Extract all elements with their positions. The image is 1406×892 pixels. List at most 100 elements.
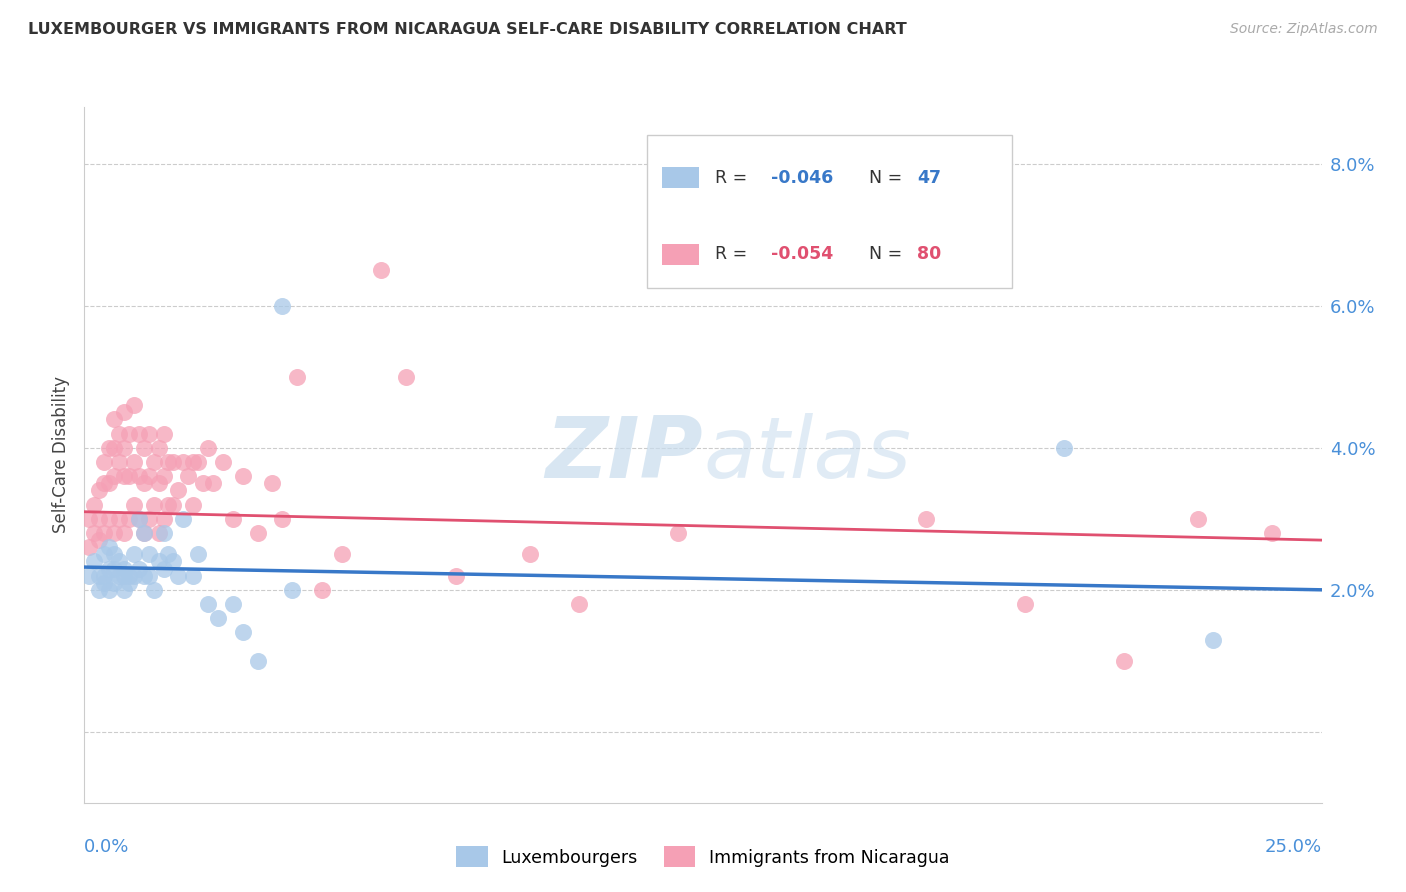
Point	[444, 568, 467, 582]
FancyBboxPatch shape	[662, 168, 699, 188]
Point	[222, 597, 245, 611]
Point	[152, 561, 174, 575]
Point	[93, 547, 115, 561]
Point	[98, 476, 121, 491]
Point	[395, 369, 418, 384]
Point	[118, 512, 141, 526]
FancyBboxPatch shape	[662, 244, 699, 265]
Point	[666, 526, 689, 541]
Point	[108, 554, 131, 568]
Point	[132, 441, 155, 455]
Point	[1261, 526, 1284, 541]
Text: N =: N =	[858, 169, 907, 186]
Point	[138, 568, 160, 582]
Point	[311, 582, 333, 597]
Point	[98, 582, 121, 597]
Point	[128, 512, 150, 526]
Point	[103, 561, 125, 575]
Point	[83, 554, 105, 568]
Point	[172, 455, 194, 469]
Point	[93, 568, 115, 582]
Point	[79, 512, 101, 526]
Point	[148, 526, 170, 541]
Point	[202, 476, 225, 491]
Point	[128, 512, 150, 526]
Point	[177, 469, 200, 483]
Point	[89, 533, 111, 548]
Text: atlas: atlas	[703, 413, 911, 497]
Point	[103, 412, 125, 426]
Point	[112, 561, 135, 575]
Point	[89, 568, 111, 582]
Point	[132, 526, 155, 541]
Point	[118, 568, 141, 582]
Point	[138, 512, 160, 526]
Point	[93, 476, 115, 491]
Point	[191, 476, 214, 491]
Point	[98, 561, 121, 575]
Point	[285, 369, 308, 384]
Point	[79, 540, 101, 554]
Point	[98, 441, 121, 455]
Point	[148, 441, 170, 455]
Point	[118, 469, 141, 483]
Point	[122, 455, 145, 469]
Point	[1112, 654, 1135, 668]
Text: 80: 80	[917, 245, 941, 263]
Point	[271, 299, 294, 313]
Text: ZIP: ZIP	[546, 413, 703, 497]
Text: 0.0%: 0.0%	[84, 838, 129, 856]
Point	[103, 526, 125, 541]
Point	[212, 455, 235, 469]
Point	[181, 498, 204, 512]
Point	[128, 561, 150, 575]
Point	[519, 547, 541, 561]
Point	[152, 526, 174, 541]
Point	[262, 476, 284, 491]
Point	[181, 455, 204, 469]
Point	[112, 469, 135, 483]
Point	[222, 512, 245, 526]
Point	[89, 512, 111, 526]
Point	[103, 575, 125, 590]
Point	[142, 455, 165, 469]
Point	[568, 597, 591, 611]
Point	[162, 498, 184, 512]
Point	[197, 597, 219, 611]
Point	[1187, 512, 1209, 526]
Point	[914, 512, 936, 526]
Point	[232, 625, 254, 640]
Point	[187, 547, 209, 561]
Point	[112, 405, 135, 419]
Point	[103, 547, 125, 561]
Point	[157, 547, 180, 561]
Point	[1202, 632, 1225, 647]
Point	[128, 469, 150, 483]
FancyBboxPatch shape	[647, 135, 1012, 288]
Point	[122, 498, 145, 512]
Point	[152, 426, 174, 441]
Point	[98, 512, 121, 526]
Point	[112, 582, 135, 597]
Point	[148, 554, 170, 568]
Point	[89, 582, 111, 597]
Point	[162, 554, 184, 568]
Point	[132, 476, 155, 491]
Legend: Luxembourgers, Immigrants from Nicaragua: Luxembourgers, Immigrants from Nicaragua	[450, 839, 956, 874]
Point	[89, 483, 111, 498]
Point	[162, 455, 184, 469]
Point	[232, 469, 254, 483]
Point	[167, 568, 190, 582]
Point	[118, 575, 141, 590]
Point	[138, 426, 160, 441]
Point	[370, 263, 392, 277]
Text: 25.0%: 25.0%	[1264, 838, 1322, 856]
Point	[128, 426, 150, 441]
Point	[98, 540, 121, 554]
Point	[246, 654, 269, 668]
Point	[197, 441, 219, 455]
Point	[207, 611, 229, 625]
Point	[157, 498, 180, 512]
Point	[1053, 441, 1076, 455]
Point	[181, 568, 204, 582]
